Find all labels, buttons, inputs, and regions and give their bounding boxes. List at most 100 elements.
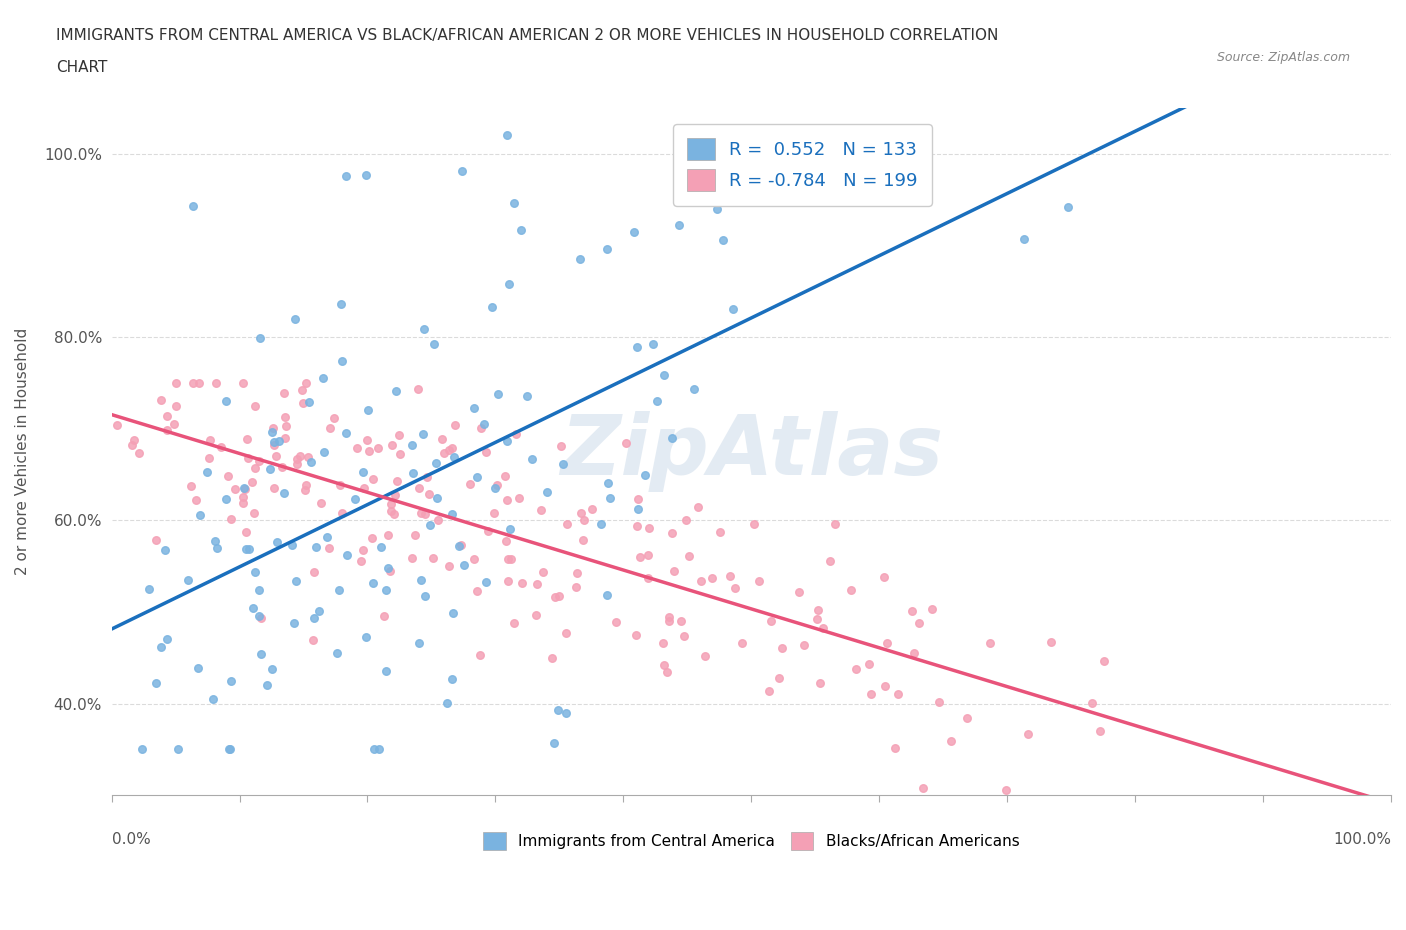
Point: [536, 485, 558, 499]
Point: [589, 516, 612, 531]
Point: [249, 330, 271, 345]
Point: [433, 445, 456, 460]
Point: [105, 418, 128, 432]
Point: [201, 692, 224, 707]
Point: [236, 432, 259, 446]
Point: [652, 367, 675, 382]
Point: [409, 506, 432, 521]
Point: [128, 445, 150, 460]
Point: [557, 516, 579, 531]
Point: [596, 588, 619, 603]
Point: [406, 382, 429, 397]
Point: [416, 470, 439, 485]
Point: [319, 420, 342, 435]
Point: [294, 376, 316, 391]
Point: [145, 533, 167, 548]
Point: [377, 560, 399, 575]
Point: [463, 401, 485, 416]
Point: [1040, 634, 1063, 649]
Point: [824, 516, 846, 531]
Text: CHART: CHART: [56, 60, 108, 75]
Point: [859, 687, 882, 702]
Point: [626, 339, 648, 354]
Point: [162, 417, 184, 432]
Point: [408, 635, 430, 650]
Point: [263, 438, 285, 453]
Point: [807, 603, 830, 618]
Point: [156, 409, 179, 424]
Point: [475, 575, 498, 590]
Point: [565, 579, 588, 594]
Point: [366, 440, 388, 455]
Point: [453, 558, 475, 573]
Point: [330, 297, 353, 312]
Point: [349, 553, 371, 568]
Point: [531, 565, 554, 579]
Point: [690, 574, 713, 589]
Point: [233, 482, 256, 497]
Point: [263, 481, 285, 496]
Point: [209, 440, 232, 455]
Point: [623, 224, 645, 239]
Point: [235, 525, 257, 539]
Point: [150, 640, 173, 655]
Point: [294, 478, 316, 493]
Point: [761, 614, 783, 629]
Point: [907, 616, 929, 631]
Point: [845, 662, 868, 677]
Point: [259, 461, 281, 476]
Point: [291, 382, 314, 397]
Point: [288, 449, 311, 464]
Point: [247, 609, 270, 624]
Point: [793, 638, 815, 653]
Point: [180, 478, 202, 493]
Point: [661, 431, 683, 445]
Point: [260, 424, 283, 439]
Point: [496, 552, 519, 567]
Point: [138, 581, 160, 596]
Point: [381, 437, 404, 452]
Point: [330, 505, 353, 520]
Point: [318, 540, 340, 555]
Point: [472, 417, 495, 432]
Point: [873, 679, 896, 694]
Point: [285, 451, 308, 466]
Point: [651, 635, 673, 650]
Point: [426, 512, 449, 527]
Point: [700, 570, 723, 585]
Point: [423, 337, 446, 352]
Point: [232, 490, 254, 505]
Point: [979, 635, 1001, 650]
Point: [858, 657, 880, 671]
Point: [475, 445, 498, 459]
Point: [242, 601, 264, 616]
Point: [402, 466, 425, 481]
Point: [352, 465, 374, 480]
Point: [247, 454, 270, 469]
Point: [353, 481, 375, 496]
Point: [484, 481, 506, 496]
Point: [335, 426, 357, 441]
Point: [374, 583, 396, 598]
Point: [956, 711, 979, 725]
Point: [1057, 199, 1080, 214]
Point: [498, 276, 520, 291]
Point: [312, 370, 335, 385]
Point: [266, 535, 288, 550]
Point: [496, 433, 519, 448]
Point: [658, 610, 681, 625]
Point: [240, 474, 263, 489]
Point: [370, 539, 392, 554]
Point: [165, 399, 187, 414]
Point: [409, 572, 432, 587]
Point: [243, 565, 266, 579]
Point: [1092, 654, 1115, 669]
Point: [316, 530, 339, 545]
Point: [652, 658, 675, 672]
Point: [596, 475, 619, 490]
Text: ZipAtlas: ZipAtlas: [560, 411, 943, 492]
Point: [645, 394, 668, 409]
Point: [787, 585, 810, 600]
Point: [550, 439, 572, 454]
Point: [1018, 727, 1040, 742]
